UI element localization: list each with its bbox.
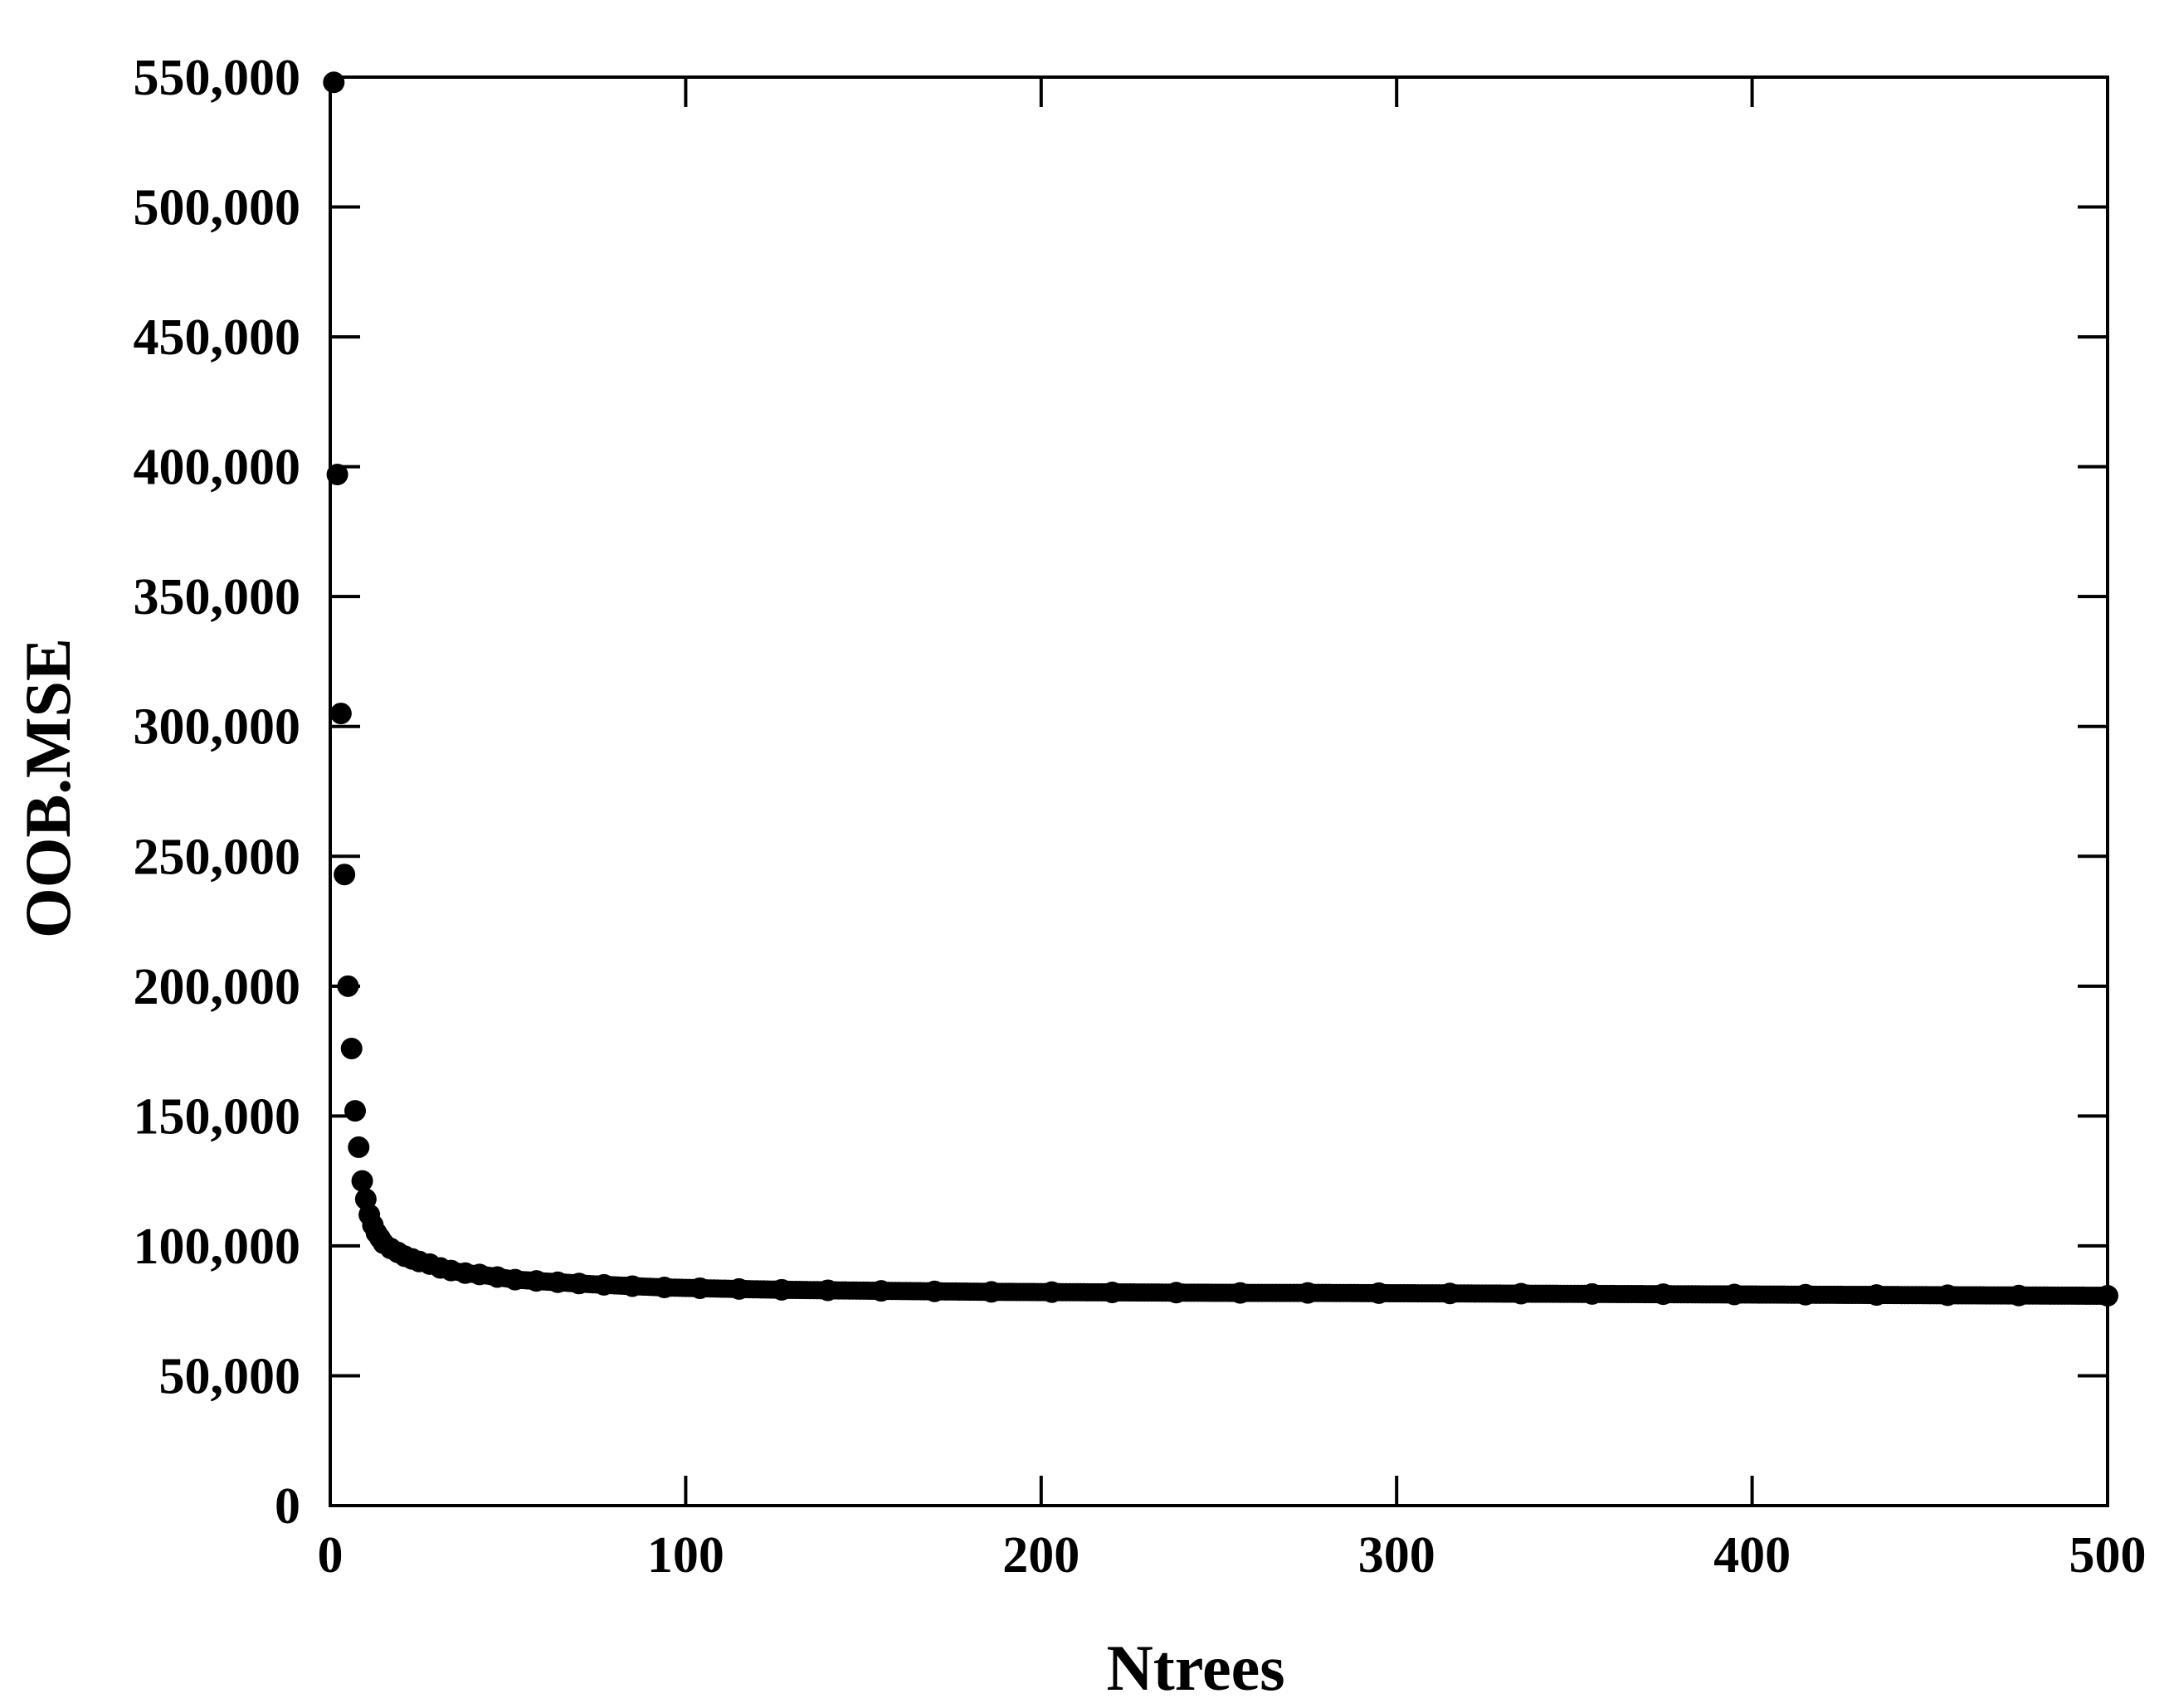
x-tick-label: 100 [647, 1527, 724, 1584]
y-tick-label: 550,000 [134, 50, 301, 106]
x-axis: 0 100 200 300 400 500 [318, 77, 2147, 1584]
y-tick-label: 500,000 [134, 180, 301, 236]
data-point [486, 1266, 509, 1288]
data-point [468, 1263, 490, 1286]
plot-frame [329, 75, 2109, 1507]
data-point [1723, 1283, 1746, 1306]
data-point [351, 1170, 373, 1192]
data-point [334, 864, 356, 886]
x-tick-label: 200 [1002, 1527, 1080, 1584]
data-point [689, 1277, 711, 1299]
data-point [1652, 1283, 1674, 1306]
x-tick-label: 300 [1358, 1527, 1435, 1584]
y-axis: 0 50,000 100,000 150,000 200,000 250,000 300,0… [134, 50, 2108, 1535]
data-point [1297, 1282, 1319, 1304]
data-point [1510, 1282, 1533, 1305]
data-point [870, 1280, 893, 1302]
data-point [340, 1037, 363, 1059]
y-tick-label: 100,000 [134, 1219, 301, 1275]
data-point [1101, 1281, 1123, 1303]
y-tick-label: 0 [275, 1478, 300, 1535]
x-tick-label: 500 [2069, 1527, 2147, 1584]
y-tick-label: 400,000 [134, 440, 301, 496]
data-point [728, 1277, 750, 1300]
data-point [1937, 1284, 1959, 1307]
data-point [980, 1281, 1002, 1303]
data-point [2097, 1285, 2118, 1307]
data-point [1367, 1282, 1390, 1304]
data-point [1041, 1281, 1063, 1303]
y-tick-label: 50,000 [159, 1348, 301, 1404]
y-tick-label: 300,000 [134, 699, 301, 756]
data-point [1229, 1282, 1251, 1304]
data-point [924, 1280, 946, 1302]
y-tick-label: 250,000 [134, 829, 301, 885]
data-points [323, 71, 2118, 1307]
y-tick-label: 150,000 [134, 1088, 301, 1145]
y-tick-label: 350,000 [134, 569, 301, 625]
data-point [547, 1271, 569, 1293]
plot-border [329, 75, 2109, 1507]
x-tick-label: 400 [1713, 1527, 1791, 1584]
y-tick-label: 450,000 [134, 309, 301, 366]
x-tick-label: 0 [318, 1527, 344, 1584]
data-point [653, 1277, 675, 1299]
data-point [621, 1275, 644, 1297]
data-point [592, 1273, 615, 1296]
y-axis-title: OOB.MSE [12, 638, 84, 938]
data-point [344, 1100, 366, 1122]
data-point [2007, 1284, 2030, 1307]
data-point [348, 1136, 370, 1158]
data-point [329, 703, 352, 725]
data-point [1165, 1282, 1187, 1304]
data-point [326, 464, 348, 486]
data-point [1581, 1282, 1603, 1305]
data-point [337, 975, 359, 997]
data-point [568, 1272, 590, 1295]
data-point [504, 1268, 526, 1291]
data-point [816, 1279, 839, 1302]
data-point [771, 1278, 793, 1301]
data-point [1865, 1284, 1888, 1307]
x-axis-title: Ntrees [1106, 1632, 1284, 1704]
data-point [323, 71, 345, 94]
data-point [1794, 1283, 1816, 1306]
y-tick-label: 200,000 [134, 959, 301, 1015]
data-point [1439, 1282, 1461, 1305]
data-point [525, 1270, 548, 1292]
